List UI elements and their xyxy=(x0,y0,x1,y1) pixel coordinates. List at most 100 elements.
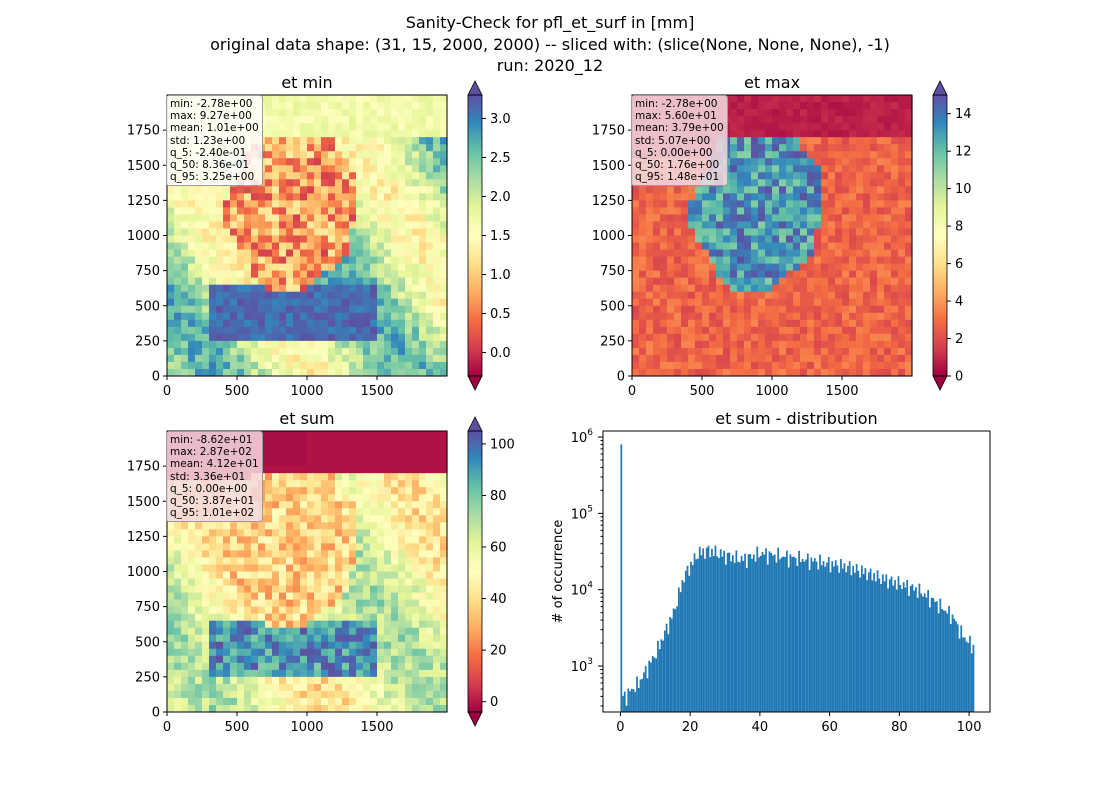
heatmap-cell xyxy=(426,578,434,587)
heatmap-cell xyxy=(842,326,850,335)
heatmap-cell xyxy=(842,347,850,356)
heatmap-cell xyxy=(870,228,878,237)
heatmap-cell xyxy=(772,221,780,230)
heatmap-cell xyxy=(419,333,427,342)
heatmap-cell xyxy=(660,312,668,321)
heatmap-cell xyxy=(765,270,773,279)
heatmap-cell xyxy=(188,571,196,580)
heatmap-cell xyxy=(181,277,189,286)
heatmap-cell xyxy=(328,641,336,650)
heatmap-cell xyxy=(251,592,259,601)
y-tick-label: 1500 xyxy=(127,159,160,174)
heatmap-cell xyxy=(828,354,836,363)
heatmap-cell xyxy=(237,564,245,573)
heatmap-cell xyxy=(440,452,448,460)
heatmap-cell xyxy=(426,249,434,258)
heatmap-cell xyxy=(272,606,280,615)
heatmap-cell xyxy=(314,480,322,488)
heatmap-cell xyxy=(265,487,273,495)
heatmap-cell xyxy=(849,165,857,173)
heatmap-cell xyxy=(370,536,378,545)
heatmap-cell xyxy=(244,634,252,643)
heatmap-cell xyxy=(279,704,287,713)
heatmap-cell xyxy=(181,690,189,699)
heatmap-cell xyxy=(167,522,175,530)
heatmap-cell xyxy=(639,326,647,335)
heatmap-cell xyxy=(370,193,378,201)
heatmap-cell xyxy=(230,592,238,601)
heatmap-cell xyxy=(251,585,259,594)
heatmap-cell xyxy=(314,298,322,307)
heatmap-cell xyxy=(639,333,647,342)
heatmap-cell xyxy=(223,242,231,251)
heatmap-cell xyxy=(363,179,371,187)
heatmap-cell xyxy=(265,116,273,124)
heatmap-cell xyxy=(377,242,385,251)
heatmap-cell xyxy=(328,522,336,530)
heatmap-cell xyxy=(209,606,217,615)
heatmap-cell xyxy=(293,508,301,516)
heatmap-cell xyxy=(342,445,350,453)
heatmap-cell xyxy=(744,193,752,201)
heatmap-cell xyxy=(398,368,406,377)
heatmap-cell xyxy=(377,571,385,580)
heatmap-cell xyxy=(209,228,217,237)
x-tick-label: 0 xyxy=(628,384,636,399)
heatmap-cell xyxy=(898,242,906,251)
heatmap-cell xyxy=(384,123,392,131)
heatmap-cell xyxy=(279,599,287,608)
heatmap-cell xyxy=(730,368,738,377)
heatmap-cell xyxy=(870,284,878,293)
heatmap-cell xyxy=(293,340,301,349)
heatmap-cell xyxy=(363,473,371,481)
heatmap-cell xyxy=(440,305,448,314)
heatmap-cell xyxy=(716,326,724,335)
heatmap-cell xyxy=(272,361,280,370)
histogram-bar xyxy=(641,678,644,712)
heatmap-cell xyxy=(265,529,273,537)
heatmap-cell xyxy=(779,291,787,300)
heatmap-cell xyxy=(877,200,885,209)
colorbar-tick-label: 12 xyxy=(955,145,972,160)
heatmap-cell xyxy=(779,116,787,124)
heatmap-cell xyxy=(384,676,392,685)
y-tick-label: 750 xyxy=(135,600,160,615)
heatmap-cell xyxy=(405,697,413,706)
heatmap-cell xyxy=(419,193,427,201)
heatmap-cell xyxy=(307,564,315,573)
heatmap-cell xyxy=(265,298,273,307)
heatmap-cell xyxy=(328,529,336,537)
heatmap-cell xyxy=(363,515,371,523)
heatmap-cell xyxy=(391,676,399,685)
heatmap-cell xyxy=(356,130,364,138)
heatmap-cell xyxy=(667,277,675,286)
heatmap-cell xyxy=(891,186,899,194)
heatmap-cell xyxy=(391,284,399,293)
heatmap-cell xyxy=(370,277,378,286)
heatmap-cell xyxy=(356,333,364,342)
heatmap-cell xyxy=(293,333,301,342)
histogram-bar xyxy=(634,692,637,712)
heatmap-cell xyxy=(800,347,808,356)
heatmap-cell xyxy=(863,368,871,377)
heatmap-cell xyxy=(426,179,434,187)
heatmap-cell xyxy=(335,606,343,615)
heatmap-cell xyxy=(398,676,406,685)
heatmap-cell xyxy=(398,473,406,481)
heatmap-cell xyxy=(835,179,843,187)
heatmap-cell xyxy=(349,452,357,460)
colorbar-extend-min xyxy=(932,375,948,391)
heatmap-cell xyxy=(335,123,343,131)
heatmap-cell xyxy=(300,123,308,131)
heatmap-cell xyxy=(370,235,378,244)
heatmap-cell xyxy=(279,459,287,467)
heatmap-cell xyxy=(898,165,906,173)
heatmap-cell xyxy=(426,207,434,216)
heatmap-cell xyxy=(412,641,420,650)
heatmap-cell xyxy=(314,571,322,580)
heatmap-cell xyxy=(335,214,343,223)
heatmap-cell xyxy=(793,116,801,124)
heatmap-cell xyxy=(293,529,301,537)
heatmap-cell xyxy=(342,648,350,657)
heatmap-cell xyxy=(440,655,448,664)
